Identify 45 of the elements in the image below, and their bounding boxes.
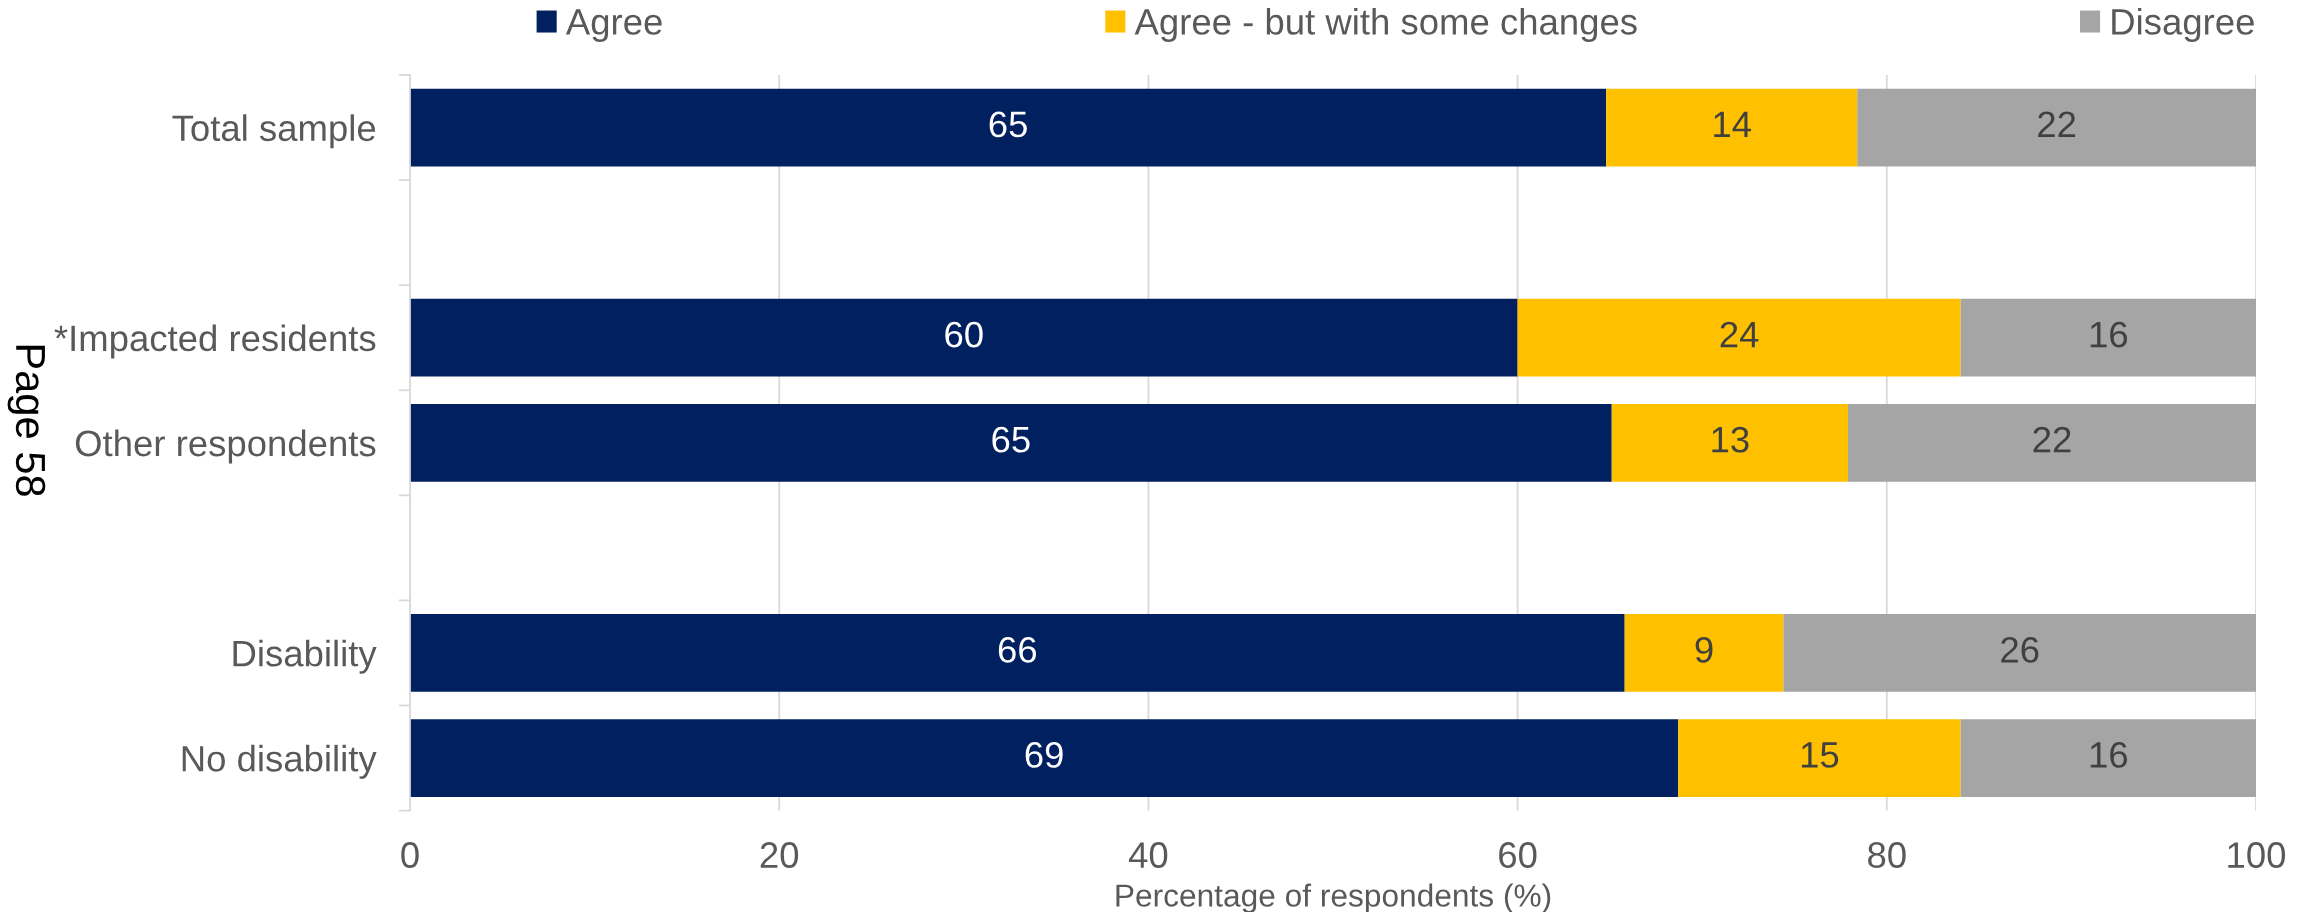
legend-label: Agree xyxy=(565,9,662,43)
y-tick-label: Other respondents xyxy=(75,429,376,464)
x-tick-label: 80 xyxy=(1868,842,1906,868)
legend-label: Disagree xyxy=(2112,7,2254,43)
data-label: 66 xyxy=(998,636,1037,663)
x-tick-label: 20 xyxy=(760,842,799,868)
bar xyxy=(1857,88,2256,167)
y-tick-label: *Impacted residents xyxy=(54,324,376,359)
bar xyxy=(1624,614,1784,692)
y-tick-label: Total sample xyxy=(172,114,376,149)
data-label: 22 xyxy=(2038,111,2076,137)
data-label: 69 xyxy=(1025,742,1063,768)
x-tick-label: 40 xyxy=(1128,842,1168,868)
legend-label: Agree - but with some changes xyxy=(1134,7,1637,43)
bar xyxy=(1960,298,2256,377)
data-label: 26 xyxy=(2001,636,2039,663)
bar xyxy=(1960,719,2256,797)
data-label: 14 xyxy=(1714,111,1751,137)
x-tick-label: 60 xyxy=(1499,842,1537,868)
x-tick-label: 100 xyxy=(2228,842,2286,868)
text: Page 58 xyxy=(7,345,46,496)
data-label: 16 xyxy=(2090,742,2128,768)
bar xyxy=(410,298,1518,377)
bar xyxy=(1783,614,2256,692)
data-label: 16 xyxy=(2090,321,2128,348)
x-tick-label: 0 xyxy=(401,842,419,868)
data-label: 24 xyxy=(1720,321,1759,348)
y-tick-label: No disability xyxy=(182,744,377,779)
data-label: 65 xyxy=(989,111,1027,138)
bar xyxy=(1611,403,1849,482)
bar xyxy=(1848,403,2256,482)
bar xyxy=(410,88,1607,167)
data-label: 9 xyxy=(1695,636,1713,663)
data-label: 22 xyxy=(2033,426,2071,453)
y-tick-label: Disability xyxy=(233,639,377,674)
data-label: 13 xyxy=(1712,426,1749,453)
bar xyxy=(410,719,1679,797)
bar xyxy=(410,403,1612,482)
data-label: 60 xyxy=(945,321,983,348)
bar xyxy=(1678,719,1961,797)
data-label: 65 xyxy=(992,426,1030,453)
bar xyxy=(1606,88,1858,167)
bar xyxy=(1517,298,1961,377)
bar xyxy=(410,614,1625,692)
data-label: 15 xyxy=(1801,742,1839,768)
